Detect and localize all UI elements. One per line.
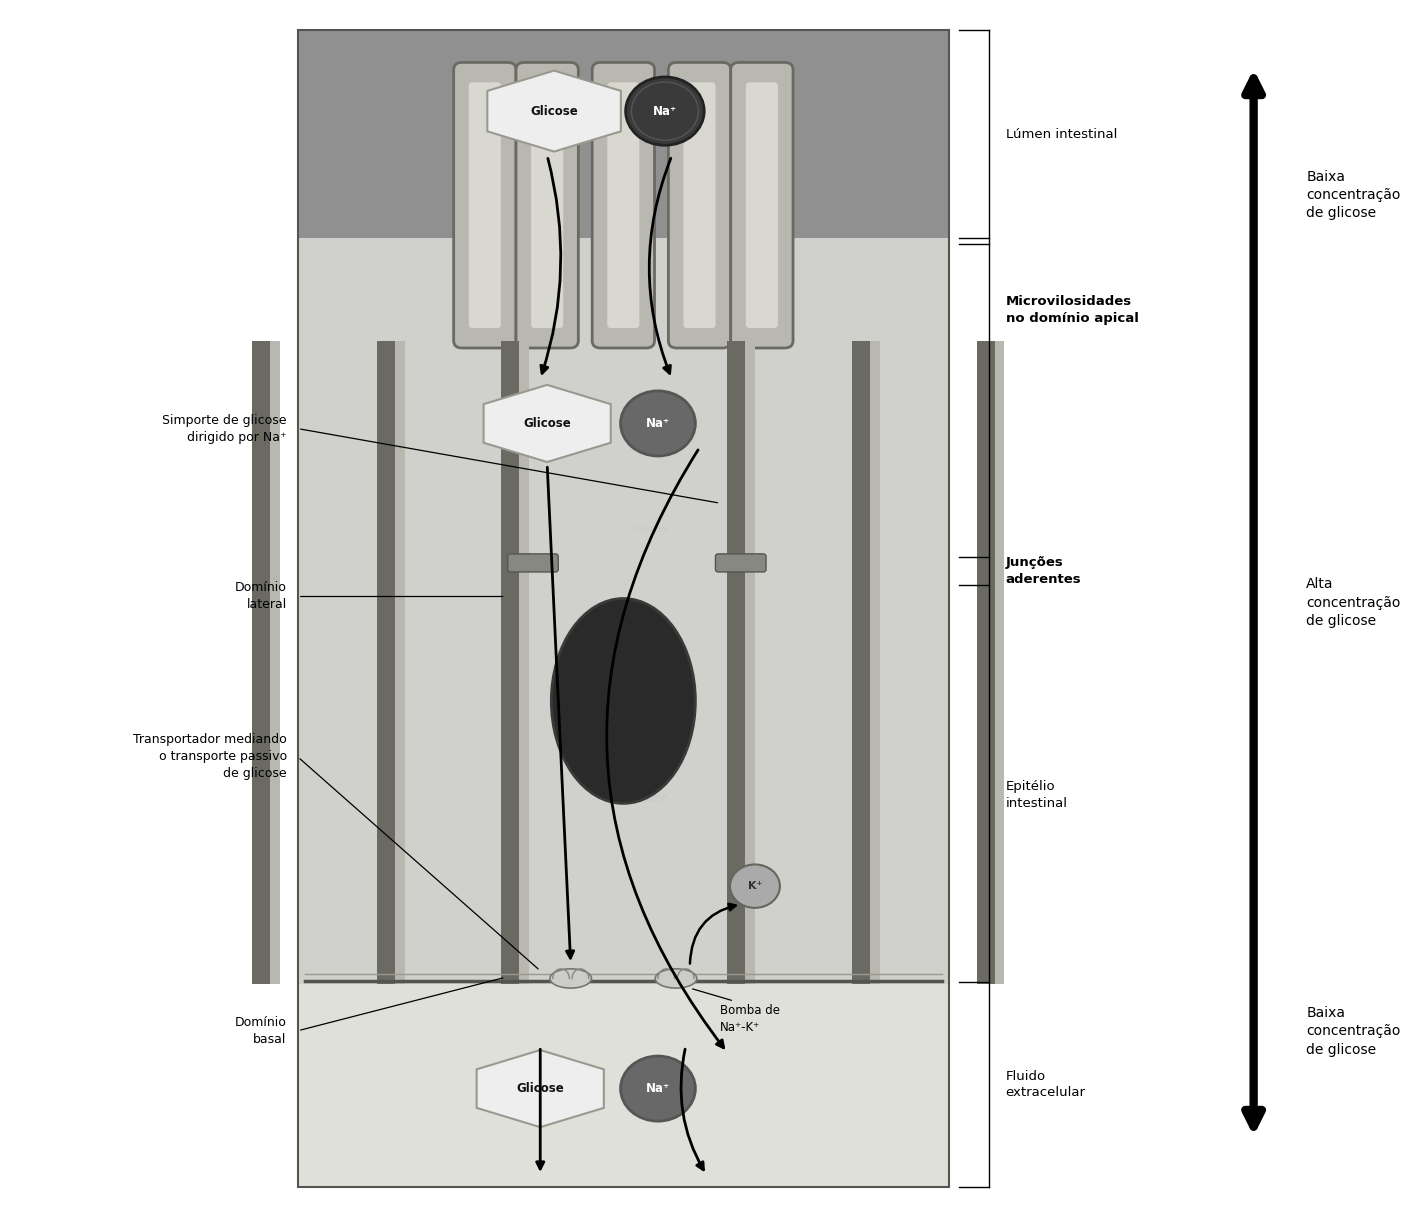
Ellipse shape <box>730 864 779 907</box>
Ellipse shape <box>550 969 591 988</box>
FancyBboxPatch shape <box>745 82 778 328</box>
Text: Domínio
lateral: Domínio lateral <box>235 582 286 611</box>
Text: Junções
aderentes: Junções aderentes <box>1006 556 1081 586</box>
Bar <box>271 341 281 984</box>
Text: glicose: glicose <box>633 793 667 803</box>
FancyBboxPatch shape <box>453 63 516 348</box>
Bar <box>852 341 870 984</box>
Text: Glicose: Glicose <box>516 1082 564 1095</box>
Text: Baixa
concentração
de glicose: Baixa concentração de glicose <box>1306 1006 1400 1057</box>
Bar <box>727 341 745 984</box>
Text: Lúmen intestinal: Lúmen intestinal <box>1006 128 1117 141</box>
Bar <box>870 341 880 984</box>
Ellipse shape <box>621 1056 696 1121</box>
Text: Fluido
extracelular: Fluido extracelular <box>1006 1070 1085 1099</box>
FancyBboxPatch shape <box>507 554 558 572</box>
Bar <box>976 341 995 984</box>
Polygon shape <box>487 71 621 152</box>
Bar <box>502 341 520 984</box>
FancyBboxPatch shape <box>683 82 716 328</box>
FancyBboxPatch shape <box>516 63 578 348</box>
Bar <box>298 30 949 1187</box>
Text: Na⁺: Na⁺ <box>653 105 677 118</box>
Bar <box>377 341 395 984</box>
Ellipse shape <box>551 599 696 804</box>
Ellipse shape <box>626 77 704 146</box>
FancyBboxPatch shape <box>716 554 767 572</box>
Bar <box>995 341 1005 984</box>
Bar <box>298 984 949 1187</box>
Text: Glicose: Glicose <box>523 417 571 430</box>
Bar <box>395 341 405 984</box>
Ellipse shape <box>621 390 696 455</box>
Text: Na⁺: Na⁺ <box>646 417 670 430</box>
Text: Na+: Na+ <box>640 613 662 624</box>
Polygon shape <box>483 384 611 462</box>
FancyBboxPatch shape <box>669 63 731 348</box>
Text: Domínio
basal: Domínio basal <box>235 1016 286 1046</box>
FancyBboxPatch shape <box>592 63 655 348</box>
Bar <box>298 30 949 239</box>
Text: Simporte de glicose
dirigido por Na⁺: Simporte de glicose dirigido por Na⁺ <box>162 413 286 443</box>
Text: Microvilosidades
no domínio apical: Microvilosidades no domínio apical <box>1006 295 1138 325</box>
Polygon shape <box>476 1050 604 1127</box>
Text: Glicose: Glicose <box>530 105 578 118</box>
Bar <box>745 341 755 984</box>
Text: Bomba de
Na⁺-K⁺: Bomba de Na⁺-K⁺ <box>720 1004 781 1034</box>
FancyBboxPatch shape <box>731 63 794 348</box>
Text: membrana: membrana <box>625 435 677 445</box>
Text: K⁺: K⁺ <box>748 881 762 892</box>
Text: células: células <box>633 524 669 534</box>
Text: proteínas: proteínas <box>628 704 674 713</box>
Text: Baixa
concentração
de glicose: Baixa concentração de glicose <box>1306 170 1400 221</box>
Text: Epitélio
intestinal: Epitélio intestinal <box>1006 781 1067 811</box>
Text: Alta
concentração
de glicose: Alta concentração de glicose <box>1306 577 1400 628</box>
Bar <box>520 341 530 984</box>
FancyBboxPatch shape <box>608 82 639 328</box>
Ellipse shape <box>655 969 697 988</box>
Text: Transportador mediando
o transporte passivo
de glicose: Transportador mediando o transporte pass… <box>133 734 286 781</box>
Bar <box>298 239 949 984</box>
FancyBboxPatch shape <box>531 82 563 328</box>
Bar <box>252 341 271 984</box>
Ellipse shape <box>632 82 699 140</box>
Text: Na⁺: Na⁺ <box>646 1082 670 1095</box>
FancyBboxPatch shape <box>469 82 500 328</box>
